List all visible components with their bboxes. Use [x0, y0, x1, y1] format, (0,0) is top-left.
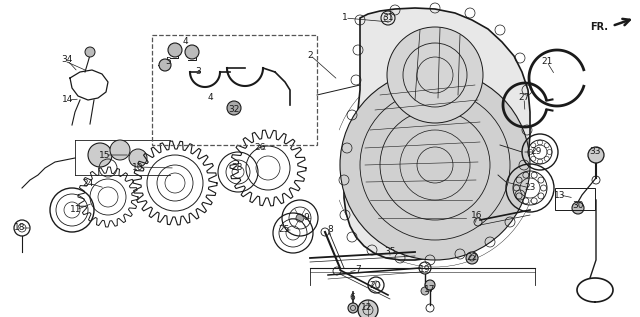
Text: 13: 13	[554, 191, 566, 199]
Text: 10: 10	[132, 163, 144, 171]
Circle shape	[159, 59, 171, 71]
Circle shape	[227, 101, 241, 115]
Text: 4: 4	[182, 37, 188, 47]
Text: 1: 1	[342, 14, 348, 23]
Bar	[152, 35, 317, 145]
Text: 23: 23	[524, 184, 536, 192]
Text: 6: 6	[349, 294, 355, 302]
Circle shape	[340, 70, 530, 260]
Circle shape	[421, 287, 429, 295]
Text: 27: 27	[518, 94, 530, 102]
Text: 28: 28	[231, 164, 243, 172]
Circle shape	[572, 202, 584, 214]
Text: 33: 33	[589, 147, 601, 157]
Text: 11: 11	[70, 205, 82, 215]
Circle shape	[348, 303, 358, 313]
Text: 32: 32	[228, 106, 240, 114]
Text: 15: 15	[99, 151, 111, 159]
Bar	[555, 188, 595, 210]
Text: 30: 30	[572, 200, 584, 210]
Circle shape	[358, 300, 378, 317]
Text: 8: 8	[327, 225, 333, 235]
Text: 25: 25	[278, 225, 290, 235]
Circle shape	[168, 43, 182, 57]
Circle shape	[185, 45, 199, 59]
Circle shape	[387, 27, 483, 123]
Circle shape	[425, 280, 435, 290]
Text: 12: 12	[362, 303, 372, 313]
Text: 17: 17	[424, 286, 436, 294]
Text: 21: 21	[541, 57, 553, 67]
Circle shape	[129, 149, 147, 167]
Circle shape	[88, 143, 112, 167]
Text: 29: 29	[531, 147, 541, 157]
Text: 31: 31	[382, 14, 394, 23]
Text: 4: 4	[207, 93, 213, 101]
Text: 26: 26	[254, 144, 266, 152]
Text: 2: 2	[307, 50, 313, 60]
Text: 22: 22	[467, 254, 477, 262]
Polygon shape	[344, 8, 530, 260]
Text: 14: 14	[62, 95, 74, 105]
Text: 16: 16	[471, 210, 483, 219]
Text: 19: 19	[419, 266, 431, 275]
Text: 20: 20	[369, 281, 381, 289]
Text: 35: 35	[384, 248, 396, 256]
Text: 9: 9	[303, 214, 309, 223]
Circle shape	[85, 47, 95, 57]
Circle shape	[296, 214, 304, 222]
Text: 5: 5	[165, 57, 171, 67]
Text: 18: 18	[14, 223, 26, 232]
Circle shape	[466, 252, 478, 264]
Text: 7: 7	[355, 266, 361, 275]
Text: 34: 34	[61, 55, 73, 64]
Text: 24: 24	[83, 178, 93, 187]
Circle shape	[588, 147, 604, 163]
Text: 3: 3	[195, 68, 201, 76]
Text: FR.: FR.	[590, 22, 608, 32]
Circle shape	[110, 140, 130, 160]
